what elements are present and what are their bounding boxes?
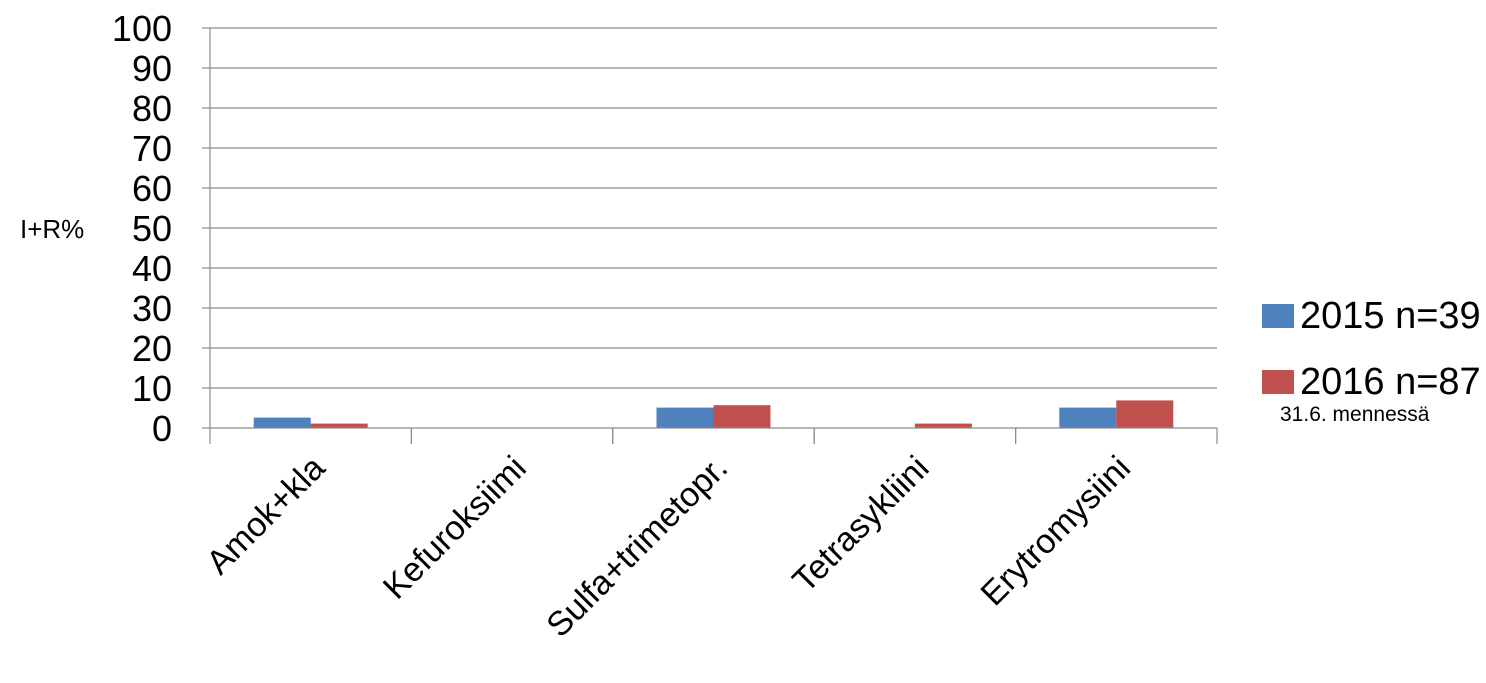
x-tick-label: Amok+kla [199, 449, 332, 582]
bar-2016-2 [713, 405, 771, 428]
y-tick-label: 90 [132, 48, 172, 89]
axes [202, 27, 1218, 444]
y-tick-label: 70 [132, 128, 172, 169]
y-tick-label: 100 [112, 8, 172, 49]
x-tick-label: Erytromysiini [973, 449, 1137, 613]
legend-swatch-2016 [1262, 370, 1294, 394]
bars [253, 400, 1174, 428]
legend-label-2016: 2016 n=87 [1300, 361, 1481, 403]
legend-item-2015: 2015 n=39 [1262, 296, 1486, 336]
bar-2016-4 [1116, 400, 1174, 428]
bar-2015-2 [656, 407, 714, 428]
legend-item-2016: 2016 n=87 [1262, 362, 1486, 402]
x-tick-labels: Amok+kla Kefuroksiimi Sulfa+trimetopr. Tetr… [199, 449, 1138, 645]
bar-2016-0 [310, 423, 368, 428]
legend: 2015 n=39 2016 n=87 [1262, 296, 1486, 428]
x-tick-label: Kefuroksiimi [376, 449, 534, 607]
bar-2015-4 [1059, 407, 1117, 428]
gridlines [210, 27, 1217, 389]
y-tick-label: 40 [132, 248, 172, 289]
y-tick-label: 10 [132, 368, 172, 409]
x-tick-label: Sulfa+trimetopr. [539, 449, 735, 645]
y-tick-label: 60 [132, 168, 172, 209]
x-tick-label: Tetrasykliini [785, 449, 936, 600]
bar-2015-0 [253, 417, 311, 428]
legend-swatch-2015 [1262, 304, 1294, 328]
y-tick-label: 0 [152, 408, 172, 449]
y-tick-label: 20 [132, 328, 172, 369]
y-tick-label: 30 [132, 288, 172, 329]
y-axis-label: I+R% [20, 214, 85, 244]
legend-label-2015: 2015 n=39 [1300, 295, 1481, 337]
y-tick-label: 80 [132, 88, 172, 129]
legend-note: 31.6. mennessä [1280, 403, 1430, 426]
y-tick-label: 50 [132, 208, 172, 249]
bar-2016-3 [914, 423, 972, 428]
